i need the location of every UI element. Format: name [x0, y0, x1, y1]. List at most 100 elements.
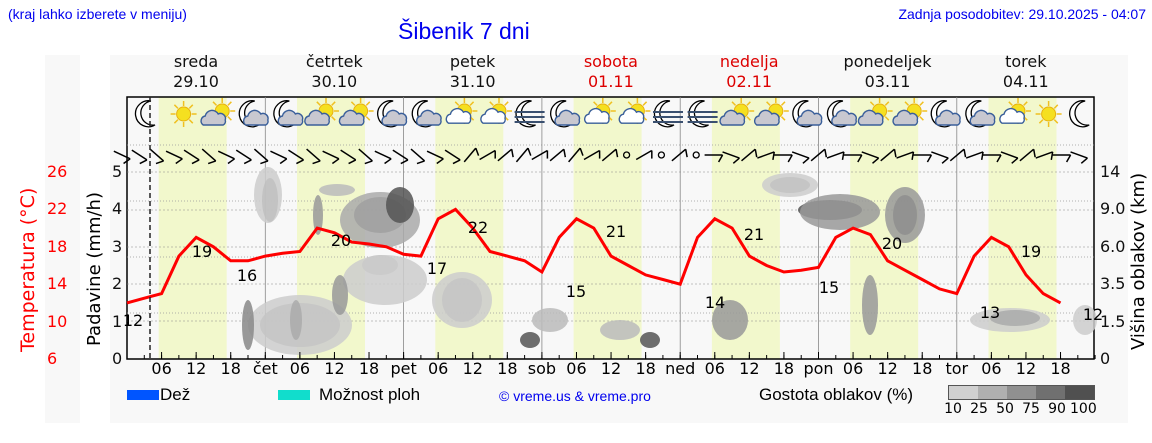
temperature-annotation: 15 — [819, 278, 839, 297]
scale-step — [1036, 386, 1065, 399]
wind-barb-icon — [217, 150, 235, 165]
moon-cloud-icon — [377, 100, 408, 128]
temperature-annotation: 17 — [427, 259, 447, 278]
temperature-annotation: 22 — [468, 218, 488, 237]
copyright-link[interactable]: © vreme.us & vreme.pro — [499, 388, 651, 404]
x-tick-label: 06 — [981, 359, 1001, 378]
storm-legend-label: Možnost ploh — [319, 385, 421, 404]
cloud-density-label: Gostota oblakov (%) — [759, 385, 914, 404]
temperature-annotation: 15 — [566, 282, 586, 301]
hint-text: (kraj lahko izberete v meniju) — [8, 6, 187, 22]
moon-fog-icon — [687, 100, 718, 128]
y-tick-label: 14 — [1100, 162, 1121, 181]
sun-icon — [170, 101, 197, 127]
wind-barb-icon — [791, 151, 810, 164]
temperature-annotation: 20 — [331, 231, 351, 250]
moon-icon — [1069, 100, 1090, 128]
wind-barb-icon — [183, 149, 200, 165]
y-tick-label: 0 — [1100, 349, 1111, 368]
x-tick-label: 06 — [290, 359, 310, 378]
moon-cloud-icon — [965, 100, 996, 128]
y-tick-label: 2 — [112, 274, 123, 294]
wind-barb-icon — [270, 150, 288, 165]
x-tick-label: 12 — [877, 359, 897, 378]
day-name: četrtek — [305, 52, 363, 71]
wind-barb-icon — [949, 148, 967, 162]
scale-label: 50 — [996, 401, 1014, 417]
wind-barb-icon — [671, 148, 688, 162]
moon-cloud-icon — [273, 100, 304, 128]
x-tick-label: 06 — [566, 359, 586, 378]
day-name: sobota — [583, 52, 638, 71]
cloud-density-scale — [948, 385, 1095, 400]
wind-barb-icon — [722, 151, 740, 164]
sun-icon — [1035, 101, 1062, 127]
wind-barb-icon — [444, 149, 461, 165]
wind-barb-icon — [1035, 151, 1054, 160]
x-tick-label: čet — [253, 359, 278, 378]
day-header: četrtek 30.10 — [274, 52, 394, 92]
wind-barb-icon — [983, 154, 1002, 163]
wind-barb-icon — [165, 150, 183, 165]
scale-step — [1007, 386, 1036, 399]
moon-cloud-icon — [930, 100, 961, 128]
y-tick-label: 14 — [47, 274, 68, 294]
scale-label: 100 — [1070, 401, 1097, 417]
wind-barb-icon — [583, 149, 601, 161]
sun-small-cloud-icon — [584, 98, 616, 124]
day-date: 03.11 — [864, 72, 911, 91]
temperature-annotation: 21 — [744, 225, 764, 244]
scale-step — [978, 386, 1007, 399]
moon-cloud-icon — [792, 100, 823, 128]
wind-barb-icon — [1070, 151, 1088, 164]
sun-small-cloud-icon — [999, 98, 1031, 124]
sun-cloud-icon — [338, 98, 374, 126]
temperature-annotation: 14 — [705, 293, 725, 312]
day-header: sreda 29.10 — [136, 52, 256, 92]
y-tick-label: 3 — [112, 236, 123, 256]
wind-barb-icon — [288, 149, 304, 165]
y-tick-label: 6 — [47, 349, 58, 368]
wind-barb-icon — [340, 149, 357, 165]
wind-barb-icon — [531, 149, 549, 161]
x-tick-label: 18 — [221, 359, 241, 378]
wind-barb-icon — [913, 154, 933, 163]
x-tick-label: tor — [945, 359, 968, 378]
temperature-annotation: 12 — [123, 311, 143, 330]
wind-barb-icon — [410, 148, 426, 165]
rain-swatch — [127, 390, 159, 400]
y-tick-label: 5 — [112, 162, 123, 181]
y-tick-label: 9.0 — [1100, 199, 1126, 219]
wind-barb-icon — [374, 150, 392, 165]
scale-label: 25 — [970, 401, 988, 417]
wind-barb-icon — [843, 154, 863, 163]
wind-barb-icon — [826, 151, 845, 160]
wind-barb-icon — [113, 150, 131, 165]
x-tick-label: pon — [803, 359, 833, 378]
x-tick-label: 18 — [635, 359, 655, 378]
moon-cloud-icon — [550, 100, 581, 128]
day-name: torek — [1005, 52, 1047, 71]
sun-cloud-icon — [719, 98, 755, 126]
wind-barb-icon — [463, 147, 480, 163]
day-name: nedelja — [719, 52, 779, 71]
x-tick-label: pet — [390, 359, 416, 378]
cloud-density-scale-labels: 10 25 50 75 90 100 — [940, 401, 1097, 417]
day-header: sobota 01.11 — [551, 52, 671, 92]
wind-barb-icon — [757, 151, 775, 160]
x-tick-label: 18 — [912, 359, 932, 378]
wind-barb-icon — [131, 149, 148, 165]
x-tick-label: 06 — [151, 359, 171, 378]
wind-barb-icon — [704, 154, 724, 163]
x-tick-label: 06 — [428, 359, 448, 378]
moon-icon — [134, 100, 156, 128]
last-updated: Zadnja posodobitev: 29.10.2025 - 04:07 — [898, 6, 1146, 22]
day-header: torek 04.11 — [966, 52, 1086, 92]
x-tick-label: 18 — [497, 359, 517, 378]
wind-barb-icon — [810, 148, 828, 162]
wind-barb-icon — [253, 148, 269, 165]
wind-barb-icon — [201, 148, 217, 165]
scale-label: 10 — [944, 401, 962, 417]
wind-barb-icon — [1000, 151, 1019, 164]
wind-barb-icon — [497, 148, 514, 162]
